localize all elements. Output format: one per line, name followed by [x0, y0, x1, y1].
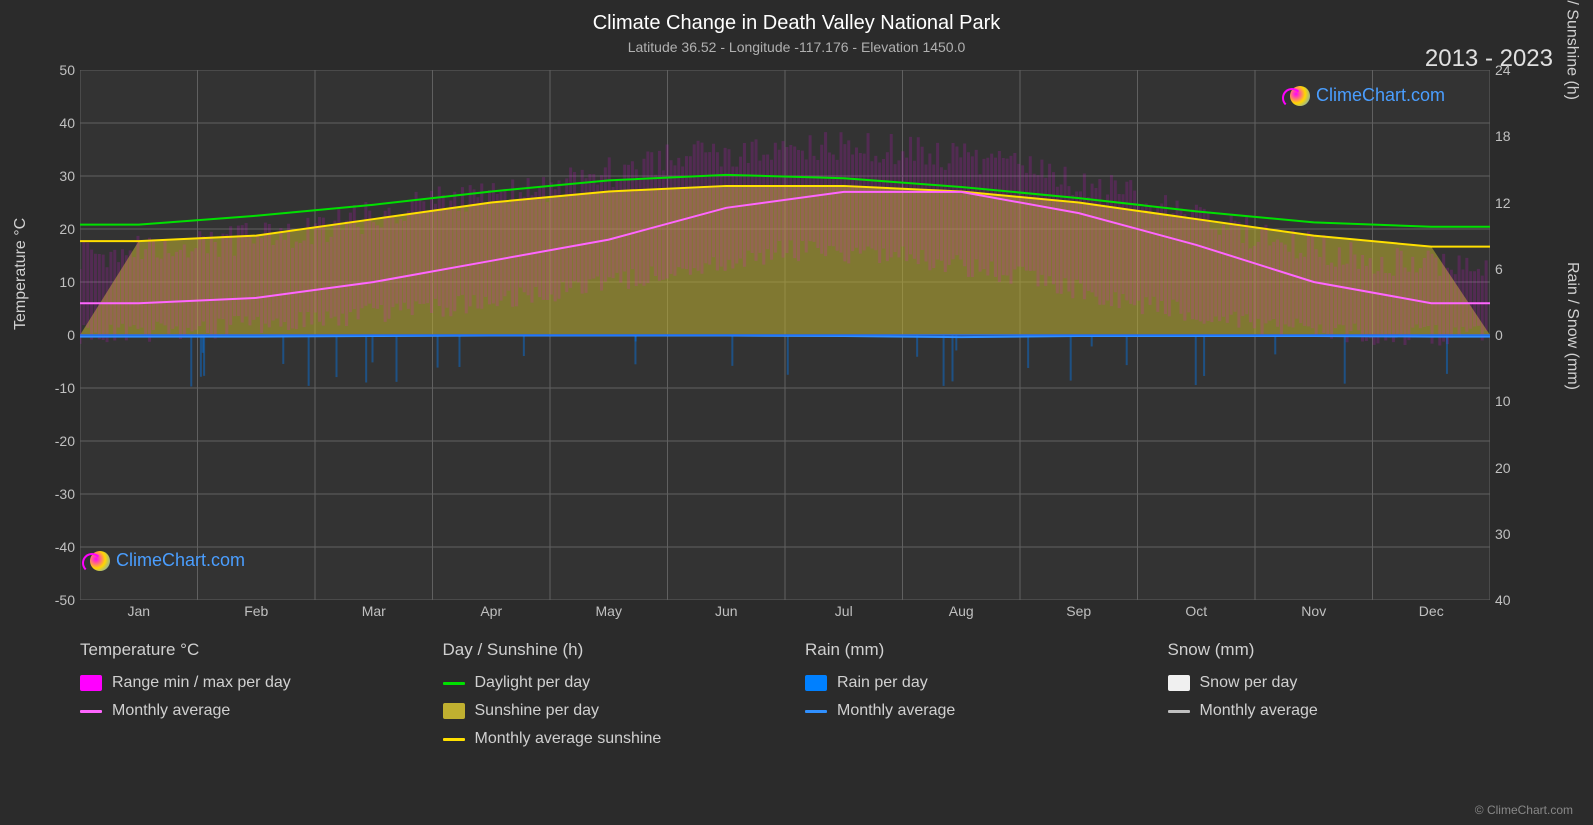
y-tick-left: -50: [35, 592, 75, 608]
y-axis-right-top-label: Day / Sunshine (h): [1563, 0, 1581, 100]
x-tick-month: Feb: [226, 603, 286, 619]
legend-item: Monthly average: [1168, 702, 1491, 720]
legend-column: Snow (mm) Snow per day Monthly average: [1168, 640, 1491, 758]
legend-label: Monthly average: [112, 702, 230, 720]
legend-label: Range min / max per day: [112, 674, 291, 692]
legend: Temperature °C Range min / max per day Mon…: [80, 640, 1490, 758]
x-tick-month: Jun: [696, 603, 756, 619]
y-tick-right-mm: 20: [1495, 460, 1535, 476]
y-axis-right-bottom-label: Rain / Snow (mm): [1563, 262, 1581, 390]
legend-header: Rain (mm): [805, 640, 1128, 660]
legend-label: Daylight per day: [475, 674, 591, 692]
y-tick-left: -30: [35, 486, 75, 502]
legend-swatch: [805, 675, 827, 691]
y-tick-right-hours: 18: [1495, 128, 1535, 144]
legend-swatch: [443, 703, 465, 719]
legend-item: Monthly average: [80, 702, 403, 720]
y-tick-right-hours: 0: [1495, 327, 1535, 343]
legend-label: Monthly average: [837, 702, 955, 720]
y-axis-left-label: Temperature °C: [12, 218, 30, 330]
legend-swatch: [80, 710, 102, 713]
y-tick-left: 50: [35, 62, 75, 78]
y-tick-left: -40: [35, 539, 75, 555]
legend-label: Rain per day: [837, 674, 928, 692]
legend-column: Rain (mm) Rain per day Monthly average: [805, 640, 1128, 758]
legend-header: Day / Sunshine (h): [443, 640, 766, 660]
plot-svg: [80, 70, 1490, 600]
climate-chart: Climate Change in Death Valley National …: [0, 0, 1593, 825]
legend-label: Monthly average: [1200, 702, 1318, 720]
x-tick-month: Jan: [109, 603, 169, 619]
y-tick-right-mm: 30: [1495, 526, 1535, 542]
y-tick-left: 30: [35, 168, 75, 184]
y-tick-right-hours: 12: [1495, 195, 1535, 211]
y-tick-left: 40: [35, 115, 75, 131]
x-tick-month: Oct: [1166, 603, 1226, 619]
y-tick-left: 10: [35, 274, 75, 290]
plot-area: [80, 70, 1490, 600]
y-tick-left: -20: [35, 433, 75, 449]
chart-title: Climate Change in Death Valley National …: [0, 0, 1593, 35]
legend-item: Sunshine per day: [443, 702, 766, 720]
watermark-bottom: ClimeChart.com: [90, 550, 245, 571]
x-tick-month: Apr: [461, 603, 521, 619]
legend-item: Daylight per day: [443, 674, 766, 692]
legend-column: Day / Sunshine (h) Daylight per day Sunshi…: [443, 640, 766, 758]
y-tick-right-mm: 10: [1495, 393, 1535, 409]
x-tick-month: Nov: [1284, 603, 1344, 619]
legend-label: Sunshine per day: [475, 702, 600, 720]
x-tick-month: Aug: [931, 603, 991, 619]
climechart-logo-icon: [90, 551, 110, 571]
x-tick-month: Sep: [1049, 603, 1109, 619]
legend-swatch: [80, 675, 102, 691]
legend-swatch: [1168, 675, 1190, 691]
copyright: © ClimeChart.com: [1475, 803, 1573, 817]
x-tick-month: May: [579, 603, 639, 619]
legend-column: Temperature °C Range min / max per day Mon…: [80, 640, 403, 758]
legend-item: Monthly average sunshine: [443, 730, 766, 748]
y-tick-right-hours: 24: [1495, 62, 1535, 78]
chart-subtitle: Latitude 36.52 - Longitude -117.176 - El…: [0, 35, 1593, 55]
legend-item: Snow per day: [1168, 674, 1491, 692]
legend-item: Range min / max per day: [80, 674, 403, 692]
watermark-top: ClimeChart.com: [1290, 85, 1445, 106]
y-tick-left: -10: [35, 380, 75, 396]
legend-swatch: [805, 710, 827, 713]
watermark-text: ClimeChart.com: [1316, 85, 1445, 106]
x-tick-month: Dec: [1401, 603, 1461, 619]
x-tick-month: Jul: [814, 603, 874, 619]
legend-header: Snow (mm): [1168, 640, 1491, 660]
y-tick-left: 0: [35, 327, 75, 343]
y-tick-left: 20: [35, 221, 75, 237]
y-tick-right-hours: 6: [1495, 261, 1535, 277]
legend-label: Monthly average sunshine: [475, 730, 662, 748]
legend-label: Snow per day: [1200, 674, 1298, 692]
legend-item: Monthly average: [805, 702, 1128, 720]
climechart-logo-icon: [1290, 86, 1310, 106]
x-tick-month: Mar: [344, 603, 404, 619]
watermark-text: ClimeChart.com: [116, 550, 245, 571]
y-tick-right-mm: 40: [1495, 592, 1535, 608]
legend-swatch: [443, 738, 465, 741]
legend-item: Rain per day: [805, 674, 1128, 692]
legend-swatch: [1168, 710, 1190, 713]
legend-header: Temperature °C: [80, 640, 403, 660]
legend-swatch: [443, 682, 465, 685]
